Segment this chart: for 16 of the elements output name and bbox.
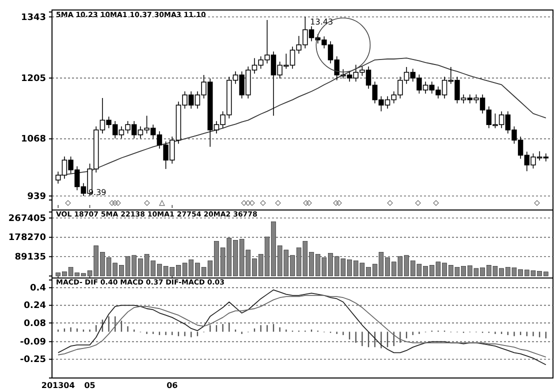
y-tick-label: 89135 xyxy=(14,252,46,263)
x-tick-label: 201304 xyxy=(41,381,76,390)
y-tick-label: 1068 xyxy=(20,134,46,145)
y-tick-label: 0.24 xyxy=(24,301,46,312)
x-tick-label: 05 xyxy=(84,381,96,390)
y-tick-label: 939 xyxy=(27,192,46,202)
y-tick-label: 1343 xyxy=(20,12,46,23)
y-tick-label: 0.08 xyxy=(24,318,46,329)
y-tick-label: 178270 xyxy=(8,233,46,244)
x-tick-label: 06 xyxy=(166,381,178,390)
y-tick-label: -0.09 xyxy=(20,338,46,348)
y-tick-label: 1205 xyxy=(20,74,46,84)
y-tick-label: -0.25 xyxy=(20,355,46,366)
line-series xyxy=(58,289,546,366)
y-tick-label: 267405 xyxy=(8,214,46,224)
y-tick-label: 0.4 xyxy=(30,284,46,294)
